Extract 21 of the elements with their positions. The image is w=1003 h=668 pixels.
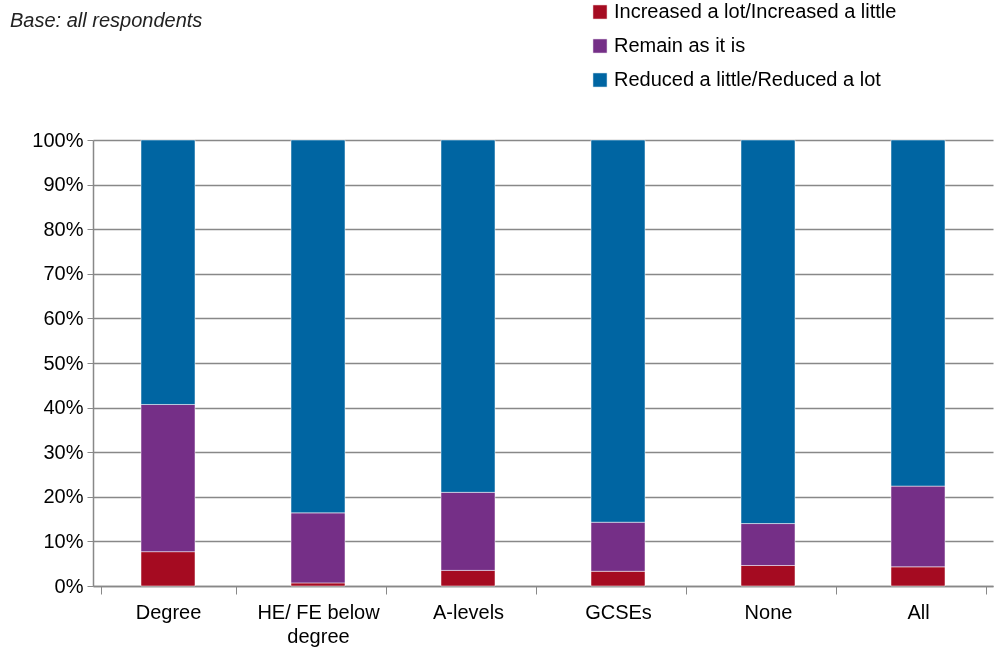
text: Base: all respondents	[10, 9, 203, 32]
legend-label: Increased a lot/Increased a little	[614, 0, 897, 22]
y-tick-label: 90%	[43, 173, 84, 196]
y-tick-label: 100%	[32, 128, 84, 151]
legend-label: Remain as it is	[614, 34, 746, 56]
y-tick-label: 0%	[54, 574, 84, 597]
x-tick-label: HE/ FE below degree	[257, 600, 381, 647]
legend-label: Reduced a little/Reduced a lot	[614, 68, 882, 90]
x-tick-label: All	[907, 600, 930, 623]
y-tick-label: 40%	[43, 396, 84, 419]
y-tick-label: 50%	[43, 351, 84, 374]
y-tick-label: 20%	[43, 485, 84, 508]
x-tick-label: A-levels	[432, 600, 505, 623]
y-tick-label: 80%	[43, 217, 84, 240]
x-tick-label: Degree	[135, 600, 202, 623]
x-tick-label: GCSEs	[585, 600, 652, 623]
y-tick-label: 30%	[43, 440, 84, 463]
y-tick-label: 10%	[43, 529, 84, 552]
x-tick-label: None	[744, 600, 793, 623]
y-tick-label: 70%	[43, 262, 84, 285]
y-tick-label: 60%	[43, 306, 84, 329]
